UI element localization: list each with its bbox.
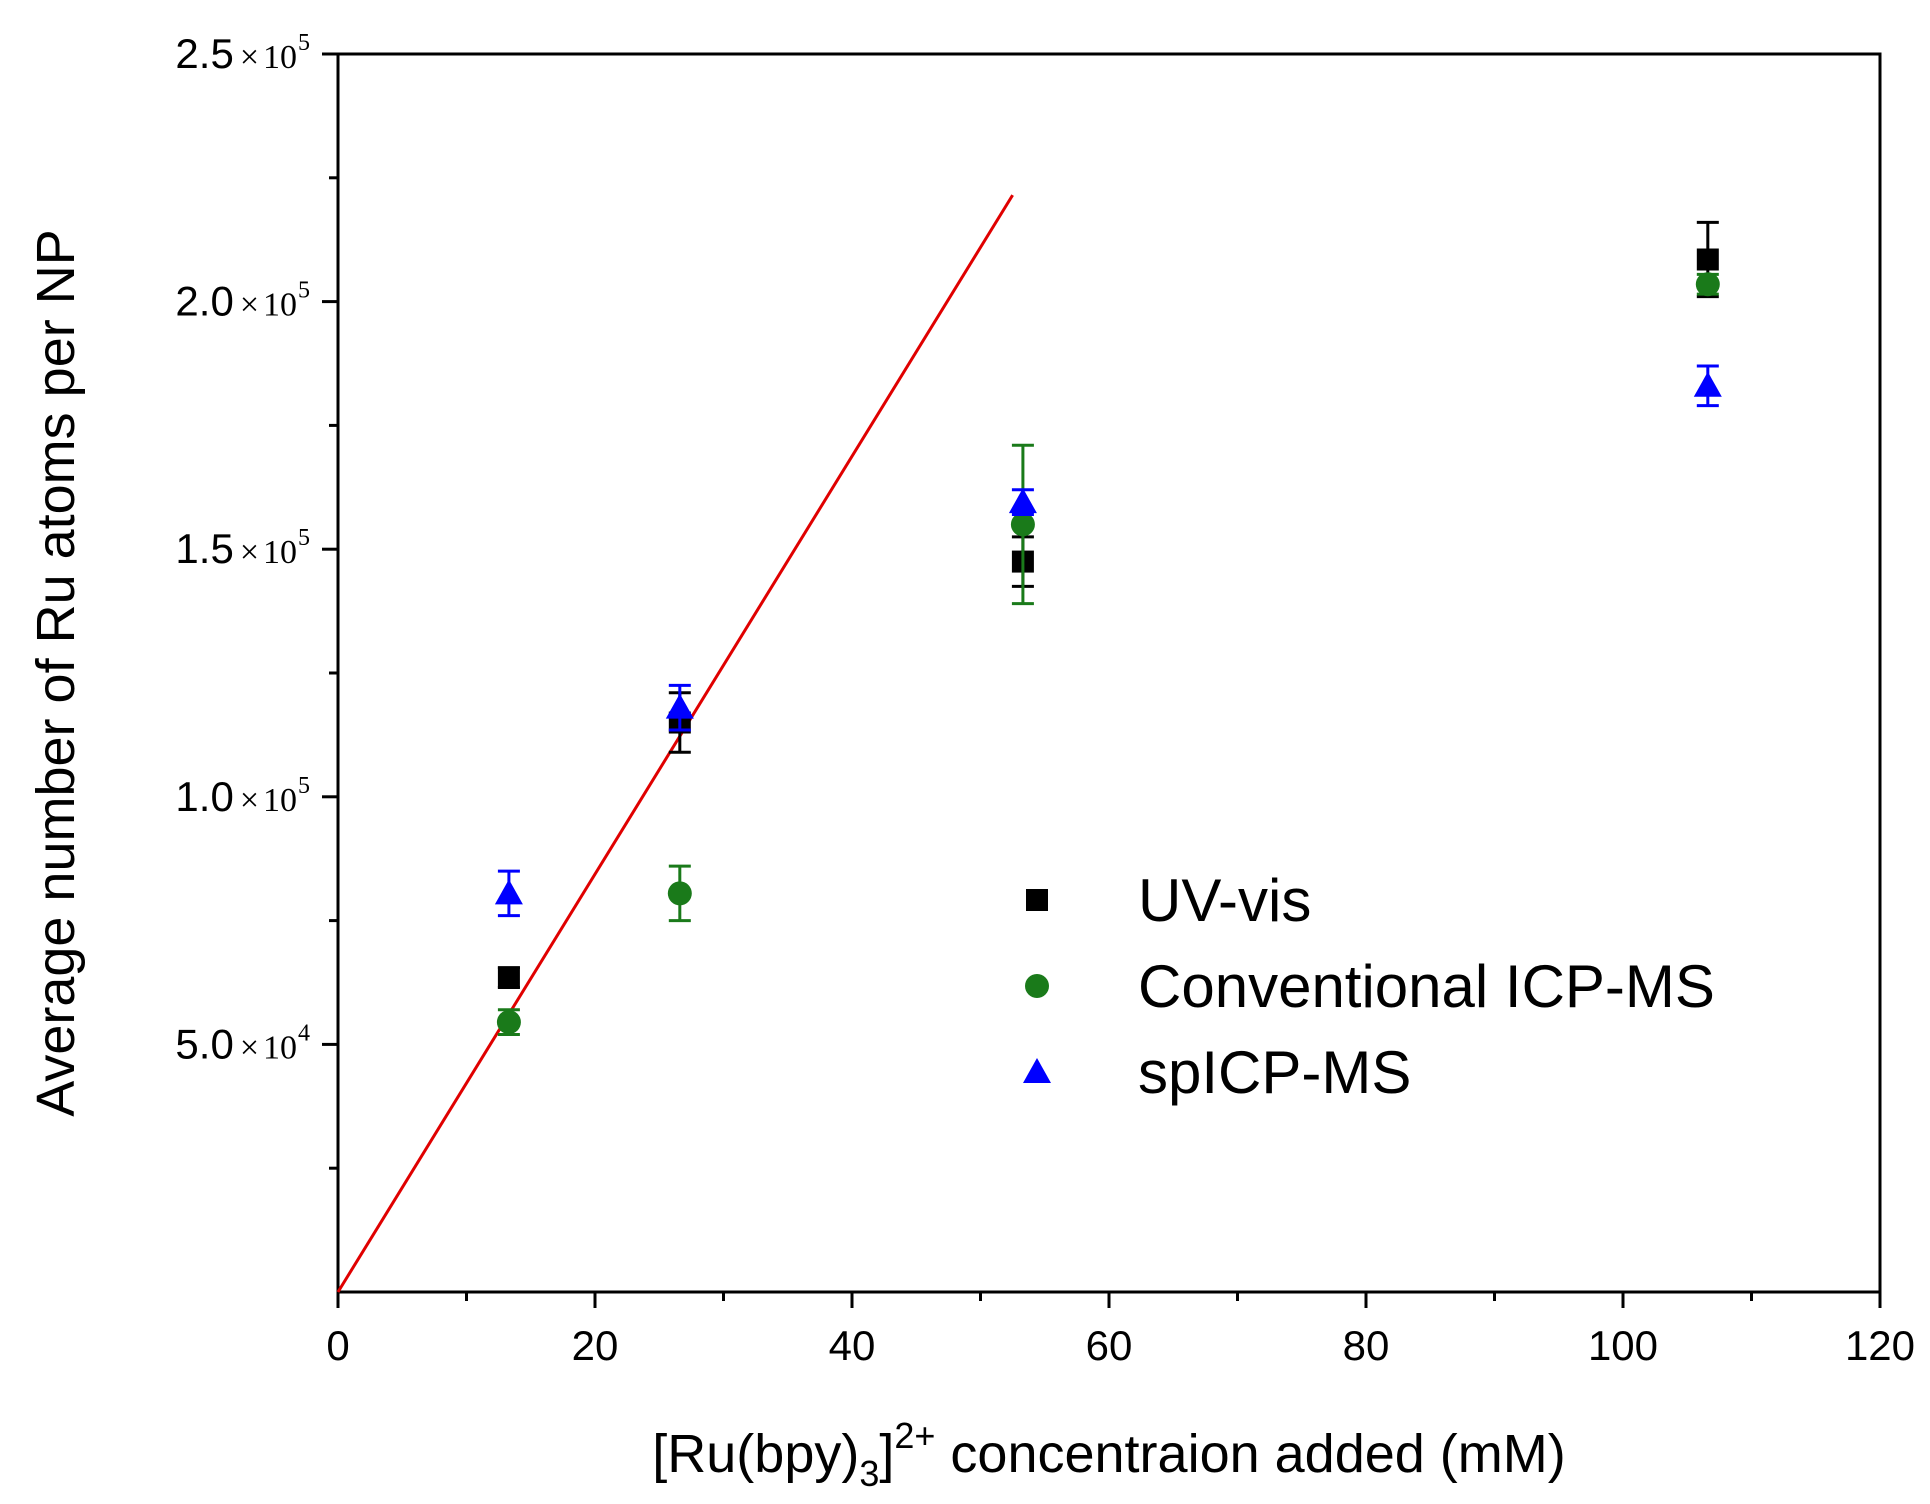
legend-label: spICP-MS [1138,1039,1411,1106]
x-tick-label: 120 [1845,1322,1915,1369]
y-tick-base: 10 [263,287,297,324]
y-tick-exponent: 5 [298,773,310,799]
y-tick-exponent: 4 [298,1020,310,1046]
y-tick-times: × [240,287,259,324]
y-tick-base: 10 [263,534,297,571]
fit-line [336,194,1014,1293]
plot-area [336,52,1882,1294]
x-axis-label: [Ru(bpy)3]2+ concentraion added (mM) [652,1415,1565,1494]
y-tick-mantissa: 2.0 [175,278,233,325]
data-point [1008,488,1037,514]
y-tick-label: 2.0 × 105 [175,278,310,325]
x-tick-label: 0 [326,1322,349,1369]
y-tick-times: × [240,782,259,819]
fit-line-group [336,194,1014,1293]
legend-marker [1026,889,1048,911]
y-tick-label: 5.0 × 104 [175,1020,310,1067]
x-label-superscript: 2+ [894,1415,935,1456]
y-tick-label: 1.5 × 105 [175,525,310,572]
y-tick-exponent: 5 [298,525,310,551]
y-tick-label: 2.5 × 105 [175,30,310,77]
y-tick-base: 10 [263,782,297,819]
y-tick-times: × [240,534,259,571]
x-tick-label: 40 [829,1322,876,1369]
y-tick-exponent: 5 [298,278,310,304]
y-tick-mantissa: 5.0 [175,1020,233,1067]
data-point [1696,248,1719,271]
data-point [496,1010,521,1035]
y-tick-times: × [240,39,259,76]
y-tick-times: × [240,1029,259,1066]
x-label-bracket: ] [879,1424,894,1484]
y-axis-label: Average number of Ru atoms per NP [26,229,86,1116]
data-point [497,966,520,989]
legend-label: UV-vis [1138,867,1311,934]
y-tick-mantissa: 2.5 [175,30,233,77]
data-point [1010,512,1035,537]
x-axis-ticks: 0 20 40 60 80 100 120 [326,1292,1915,1369]
data-point [667,881,692,906]
legend-label: Conventional ICP-MS [1138,953,1715,1020]
x-tick-label: 100 [1588,1322,1658,1369]
series-circle [496,272,1720,1036]
y-tick-label: 1.0 × 105 [175,773,310,820]
series-triangle [494,364,1722,918]
y-tick-exponent: 5 [298,30,310,56]
x-tick-label: 20 [572,1322,619,1369]
x-label-suffix: concentraion added (mM) [935,1424,1565,1484]
data-point [665,693,694,719]
legend-marker [1025,974,1049,998]
y-tick-base: 10 [263,39,297,76]
legend: UV-vis Conventional ICP-MS spICP-MS [1023,867,1715,1106]
x-tick-label: 80 [1343,1322,1390,1369]
data-point [1693,371,1722,397]
x-label-subscript: 3 [859,1453,879,1494]
legend-marker [1023,1058,1051,1083]
y-tick-base: 10 [263,1029,297,1066]
data-point [1695,272,1720,297]
data-series-group [494,220,1722,1036]
y-tick-mantissa: 1.5 [175,525,233,572]
x-tick-label: 60 [1086,1322,1133,1369]
x-label-prefix: [Ru(bpy) [652,1424,859,1484]
data-point [494,879,523,905]
y-tick-mantissa: 1.0 [175,773,233,820]
